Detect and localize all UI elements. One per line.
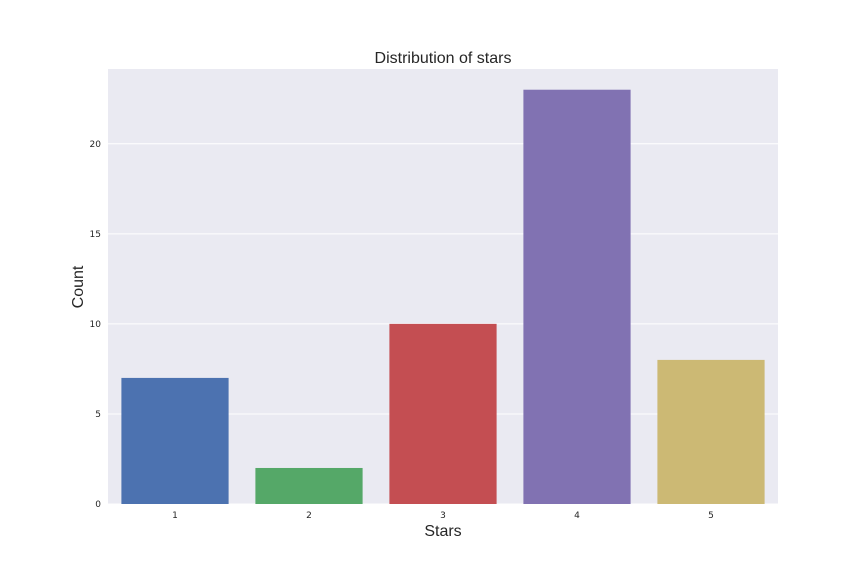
x-tick-labels: 1 2 3 4 5 (172, 511, 714, 521)
y-tick-labels: 0 5 10 15 20 (90, 140, 102, 510)
y-tick-label: 10 (90, 320, 102, 330)
bar-3 (389, 323, 497, 504)
x-tick-label: 5 (708, 511, 714, 521)
x-tick-label: 4 (574, 511, 580, 521)
y-axis-title: Count (70, 265, 87, 308)
bars (121, 89, 765, 504)
x-tick-label: 1 (172, 511, 178, 521)
bar-5 (657, 359, 765, 504)
y-tick-label: 20 (90, 140, 102, 150)
chart-title: Distribution of stars (375, 50, 512, 67)
y-tick-label: 0 (95, 500, 101, 510)
bar-1 (121, 377, 229, 504)
y-tick-label: 5 (95, 410, 101, 420)
bar-4 (523, 89, 631, 504)
x-tick-label: 2 (306, 511, 312, 521)
x-axis-title: Stars (424, 523, 461, 540)
bar-2 (255, 467, 363, 504)
x-tick-label: 3 (440, 511, 446, 521)
y-tick-label: 15 (90, 230, 101, 240)
